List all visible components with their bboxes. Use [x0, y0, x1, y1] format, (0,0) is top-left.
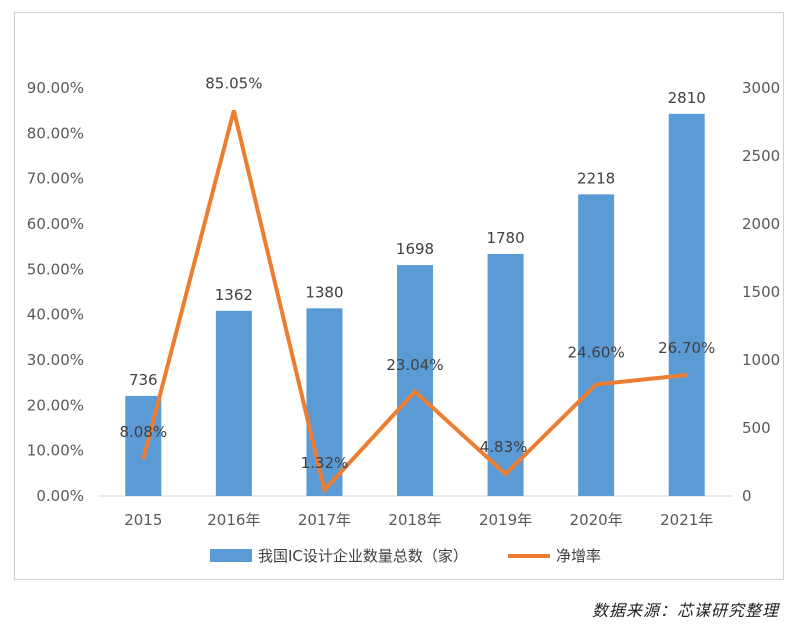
left-tick-label: 90.00%	[27, 79, 84, 97]
left-tick-label: 70.00%	[27, 170, 84, 188]
left-tick-label: 50.00%	[27, 260, 84, 278]
line-data-label: 26.70%	[658, 339, 715, 357]
right-tick-label: 1500	[742, 283, 780, 301]
line-data-label: 23.04%	[386, 356, 443, 374]
bar	[397, 265, 433, 496]
right-tick-label: 2000	[742, 215, 780, 233]
bar-data-label: 1698	[396, 240, 434, 258]
right-tick-label: 0	[742, 487, 752, 505]
right-tick-label: 500	[742, 419, 771, 437]
legend-swatch-bars	[210, 549, 252, 562]
source-note: 数据来源：芯谋研究整理	[591, 601, 779, 620]
bar	[668, 113, 705, 496]
right-tick-label: 3000	[742, 79, 780, 97]
category-label: 2017年	[298, 511, 351, 529]
bar-data-label: 1362	[215, 286, 253, 304]
category-label: 2019年	[479, 511, 532, 529]
bar	[306, 308, 343, 496]
line-data-label: 85.05%	[205, 74, 262, 92]
right-tick-label: 2500	[742, 147, 780, 165]
category-label: 2021年	[660, 511, 713, 529]
category-label: 2015	[124, 511, 162, 529]
category-label: 2020年	[570, 511, 623, 529]
left-tick-label: 40.00%	[27, 306, 84, 324]
legend-label-line: 净增率	[556, 547, 601, 565]
bar	[578, 194, 615, 497]
left-tick-label: 0.00%	[36, 487, 84, 505]
bar-data-label: 1380	[305, 283, 343, 301]
bar-data-label: 1780	[486, 229, 524, 247]
line-data-label: 1.32%	[301, 454, 349, 472]
left-tick-label: 80.00%	[27, 124, 84, 142]
left-tick-label: 10.00%	[27, 442, 84, 460]
left-tick-label: 20.00%	[27, 396, 84, 414]
right-tick-label: 1000	[742, 351, 780, 369]
left-tick-label: 60.00%	[27, 215, 84, 233]
legend-label-bars: 我国IC设计企业数量总数（家）	[258, 547, 468, 565]
bar-data-label: 2218	[577, 169, 615, 187]
bar	[215, 310, 252, 496]
bar-data-label: 2810	[668, 89, 706, 107]
chart-frame	[14, 12, 784, 580]
line-data-label: 8.08%	[119, 423, 167, 441]
line-data-label: 24.60%	[568, 343, 625, 361]
line-data-label: 4.83%	[480, 438, 528, 456]
category-label: 2018年	[388, 511, 441, 529]
bar	[487, 253, 524, 496]
bar-data-label: 736	[129, 371, 158, 389]
left-tick-label: 30.00%	[27, 351, 84, 369]
category-label: 2016年	[207, 511, 260, 529]
